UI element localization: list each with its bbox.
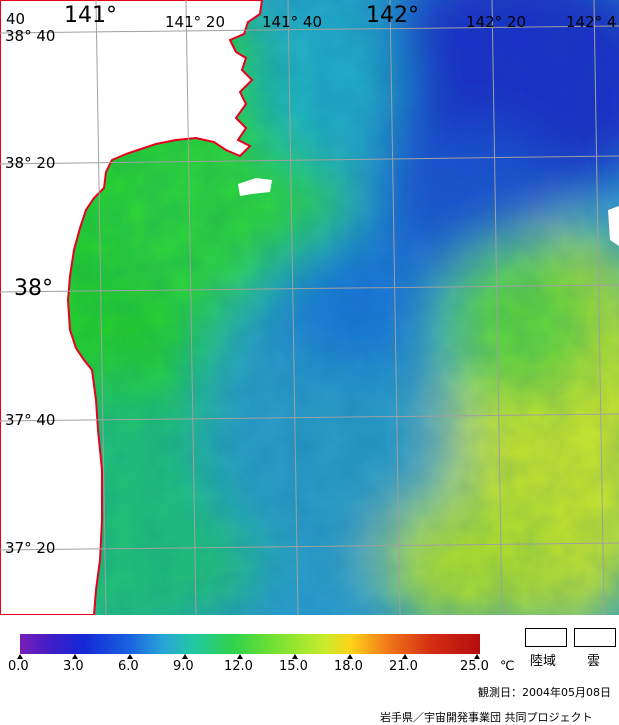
corner-label: 40 <box>6 10 26 28</box>
observation-date: 観測日：2004年05月08日 <box>478 686 611 699</box>
scale-label: 0.0 <box>8 659 29 674</box>
scale-label: 6.0 <box>118 659 139 674</box>
lat-label-37-40: 37° 40 <box>5 411 56 429</box>
scale-tick <box>402 654 408 659</box>
lon-label-142-00: 142° <box>366 3 419 28</box>
scale-label: 12.0 <box>224 659 253 674</box>
temperature-color-scale <box>20 634 480 654</box>
scale-tick <box>17 654 23 659</box>
scale-label: 18.0 <box>334 659 363 674</box>
scale-label: 9.0 <box>173 659 194 674</box>
lat-line-37-20 <box>0 542 619 551</box>
legend-cloud-swatch <box>574 628 616 647</box>
lon-label-141-00: 141° <box>64 3 117 28</box>
scale-tick <box>72 654 78 659</box>
scale-tick <box>127 654 133 659</box>
lat-label-37-20: 37° 20 <box>5 539 56 557</box>
scale-label: 21.0 <box>389 659 418 674</box>
land-area <box>0 0 264 615</box>
lon-line-142-20 <box>491 0 503 615</box>
graticule <box>0 0 619 615</box>
lon-line-142-40 <box>593 0 605 615</box>
scale-unit: ℃ <box>500 659 515 674</box>
scale-tick <box>182 654 188 659</box>
scale-label: 3.0 <box>63 659 84 674</box>
lat-line-38-40 <box>0 25 619 34</box>
cloud-patch <box>608 206 619 246</box>
lat-label-38-20: 38° 20 <box>5 154 56 172</box>
lon-label-141-20: 141° 20 <box>165 13 225 31</box>
legend-cloud-label: 雲 <box>587 654 601 669</box>
lon-label-142-20: 142° 20 <box>466 13 526 31</box>
credit-text: 岩手県／宇宙開発事業団 共同プロジェクト <box>380 711 593 724</box>
legend-land-swatch <box>525 628 567 647</box>
lon-line-141-20 <box>185 0 197 615</box>
lat-label-38-40: 38° 40 <box>5 27 56 45</box>
lon-line-141-00 <box>95 0 107 615</box>
sea-surface-temperature-map <box>0 0 619 615</box>
land-fragment <box>238 178 272 196</box>
scale-tick <box>292 654 298 659</box>
scale-label: 15.0 <box>279 659 308 674</box>
scale-label: 25.0 <box>460 659 489 674</box>
lat-label-38-00: 38° <box>14 276 53 301</box>
scale-tick <box>474 654 480 659</box>
legend-land-label: 陸域 <box>530 654 557 669</box>
lon-line-142-00 <box>389 0 401 615</box>
scale-tick <box>237 654 243 659</box>
scale-tick <box>347 654 353 659</box>
lat-line-38-20 <box>0 155 619 165</box>
lon-line-141-40 <box>287 0 299 615</box>
lon-label-142-40: 142° 4 <box>566 13 617 31</box>
lat-line-38-00 <box>0 284 619 293</box>
lon-label-141-40: 141° 40 <box>262 13 322 31</box>
